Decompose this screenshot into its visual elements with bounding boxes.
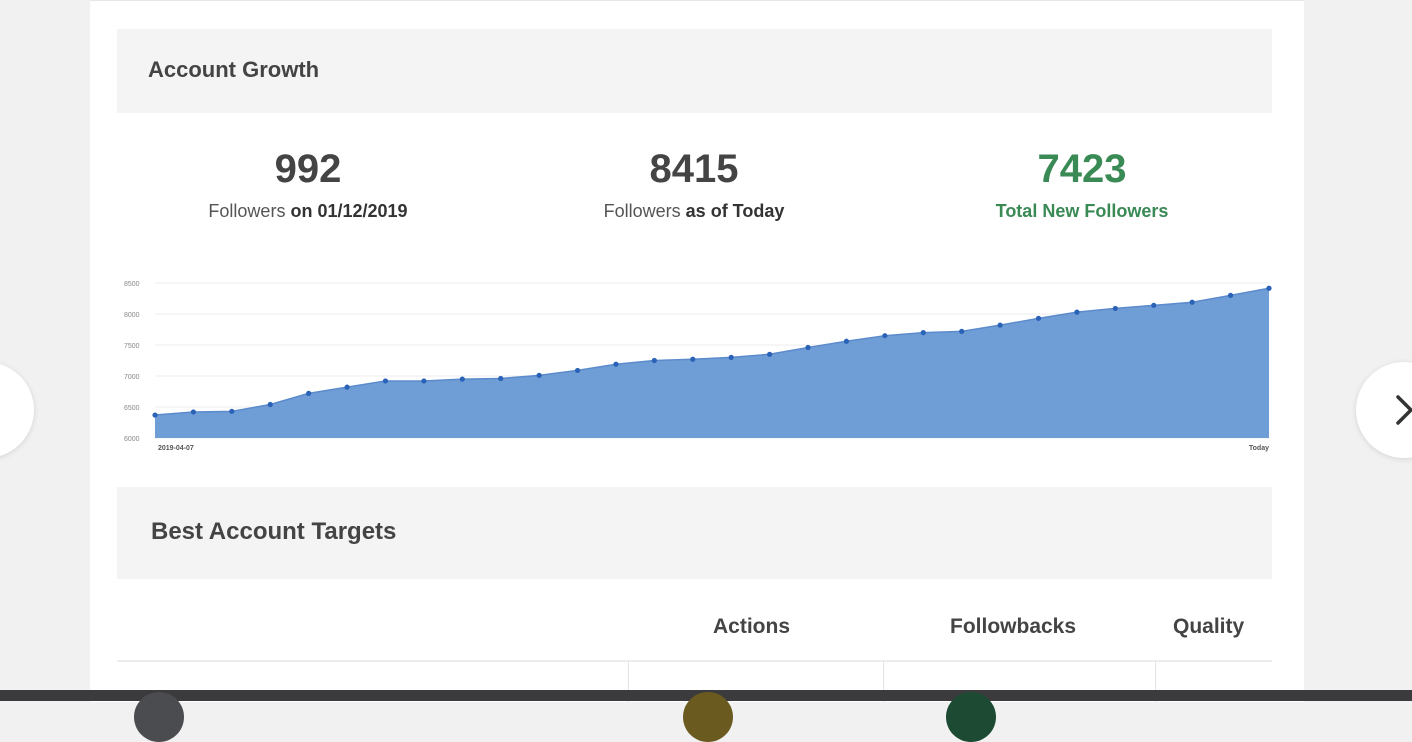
account-growth-title: Account Growth xyxy=(148,57,320,82)
column-header-actions[interactable]: Actions xyxy=(713,615,791,638)
column-divider xyxy=(883,662,884,702)
stat-label-text: Followers xyxy=(208,201,286,221)
x-end-label: Today xyxy=(1249,445,1269,452)
data-point xyxy=(1189,299,1195,305)
data-point xyxy=(536,372,542,378)
stat-label: Total New Followers xyxy=(995,201,1169,221)
data-point xyxy=(959,328,965,334)
y-tick-label: 7500 xyxy=(124,343,140,350)
data-point xyxy=(728,354,734,360)
avatar xyxy=(946,692,996,742)
best-targets-header: Best Account Targets xyxy=(117,487,1272,579)
data-point xyxy=(997,322,1003,328)
stat-value: 7423 xyxy=(1037,147,1127,191)
data-point xyxy=(229,408,235,414)
stat-value: 8415 xyxy=(649,147,739,191)
chevron-right-icon xyxy=(1396,395,1412,425)
next-slide-button[interactable] xyxy=(1356,362,1412,458)
prev-slide-button[interactable] xyxy=(0,362,34,458)
stat-label: Followers on 01/12/2019 xyxy=(128,201,488,222)
stat-label-bold: on 01/12/2019 xyxy=(290,201,408,221)
y-tick-label: 6000 xyxy=(124,436,140,443)
data-point xyxy=(805,344,811,351)
y-tick-label: 6500 xyxy=(124,405,140,412)
y-tick-label: 7000 xyxy=(124,374,140,381)
data-point xyxy=(1112,305,1118,312)
stat-label-bold: as of Today xyxy=(685,201,785,221)
data-point xyxy=(767,351,773,357)
account-growth-header: Account Growth xyxy=(117,29,1272,113)
avatar xyxy=(683,692,733,742)
stat-label: Followers as of Today xyxy=(514,201,874,222)
data-point xyxy=(920,330,926,336)
table-header-divider xyxy=(117,660,1272,662)
data-point xyxy=(421,378,427,384)
data-point xyxy=(1151,302,1157,308)
column-divider xyxy=(628,662,629,702)
data-point xyxy=(574,367,581,374)
data-point xyxy=(190,409,197,415)
stat-followers-today: 8415 Followers as of Today xyxy=(514,143,874,222)
data-point xyxy=(344,384,350,390)
data-point xyxy=(267,401,273,408)
stat-followers-start: 992 Followers on 01/12/2019 xyxy=(128,143,488,222)
data-point xyxy=(152,412,158,418)
column-header-quality[interactable]: Quality xyxy=(1173,615,1245,638)
data-point xyxy=(843,338,850,344)
bottom-bar xyxy=(0,690,1412,742)
area-series xyxy=(155,288,1269,438)
column-header-followbacks[interactable]: Followbacks xyxy=(950,615,1077,638)
data-point xyxy=(1227,292,1234,298)
stat-value: 992 xyxy=(274,147,342,191)
data-point xyxy=(459,376,465,382)
data-point xyxy=(306,390,312,396)
data-point xyxy=(498,375,504,382)
best-targets-title: Best Account Targets xyxy=(151,518,397,545)
account-card: Account Growth 992 Followers on 01/12/20… xyxy=(90,0,1304,702)
data-point xyxy=(613,361,619,367)
data-point xyxy=(1074,309,1080,315)
y-tick-label: 8000 xyxy=(124,312,140,319)
series-line xyxy=(154,287,1270,416)
data-point xyxy=(651,357,657,364)
x-start-label: 2019-04-07 xyxy=(158,445,194,452)
data-point xyxy=(1266,285,1272,291)
data-point xyxy=(690,356,696,362)
avatar xyxy=(134,692,184,742)
stat-total-new-followers: 7423 Total New Followers xyxy=(902,143,1262,222)
y-tick-label: 8500 xyxy=(124,281,140,288)
data-point xyxy=(382,378,389,384)
data-point xyxy=(882,333,888,339)
follower-growth-chart: 6000 6500 7000 7500 8000 8500 2019-04-07 Today xyxy=(124,281,1272,452)
column-divider xyxy=(1155,662,1156,702)
data-point xyxy=(1035,315,1042,321)
stat-label-text: Followers xyxy=(603,201,681,221)
